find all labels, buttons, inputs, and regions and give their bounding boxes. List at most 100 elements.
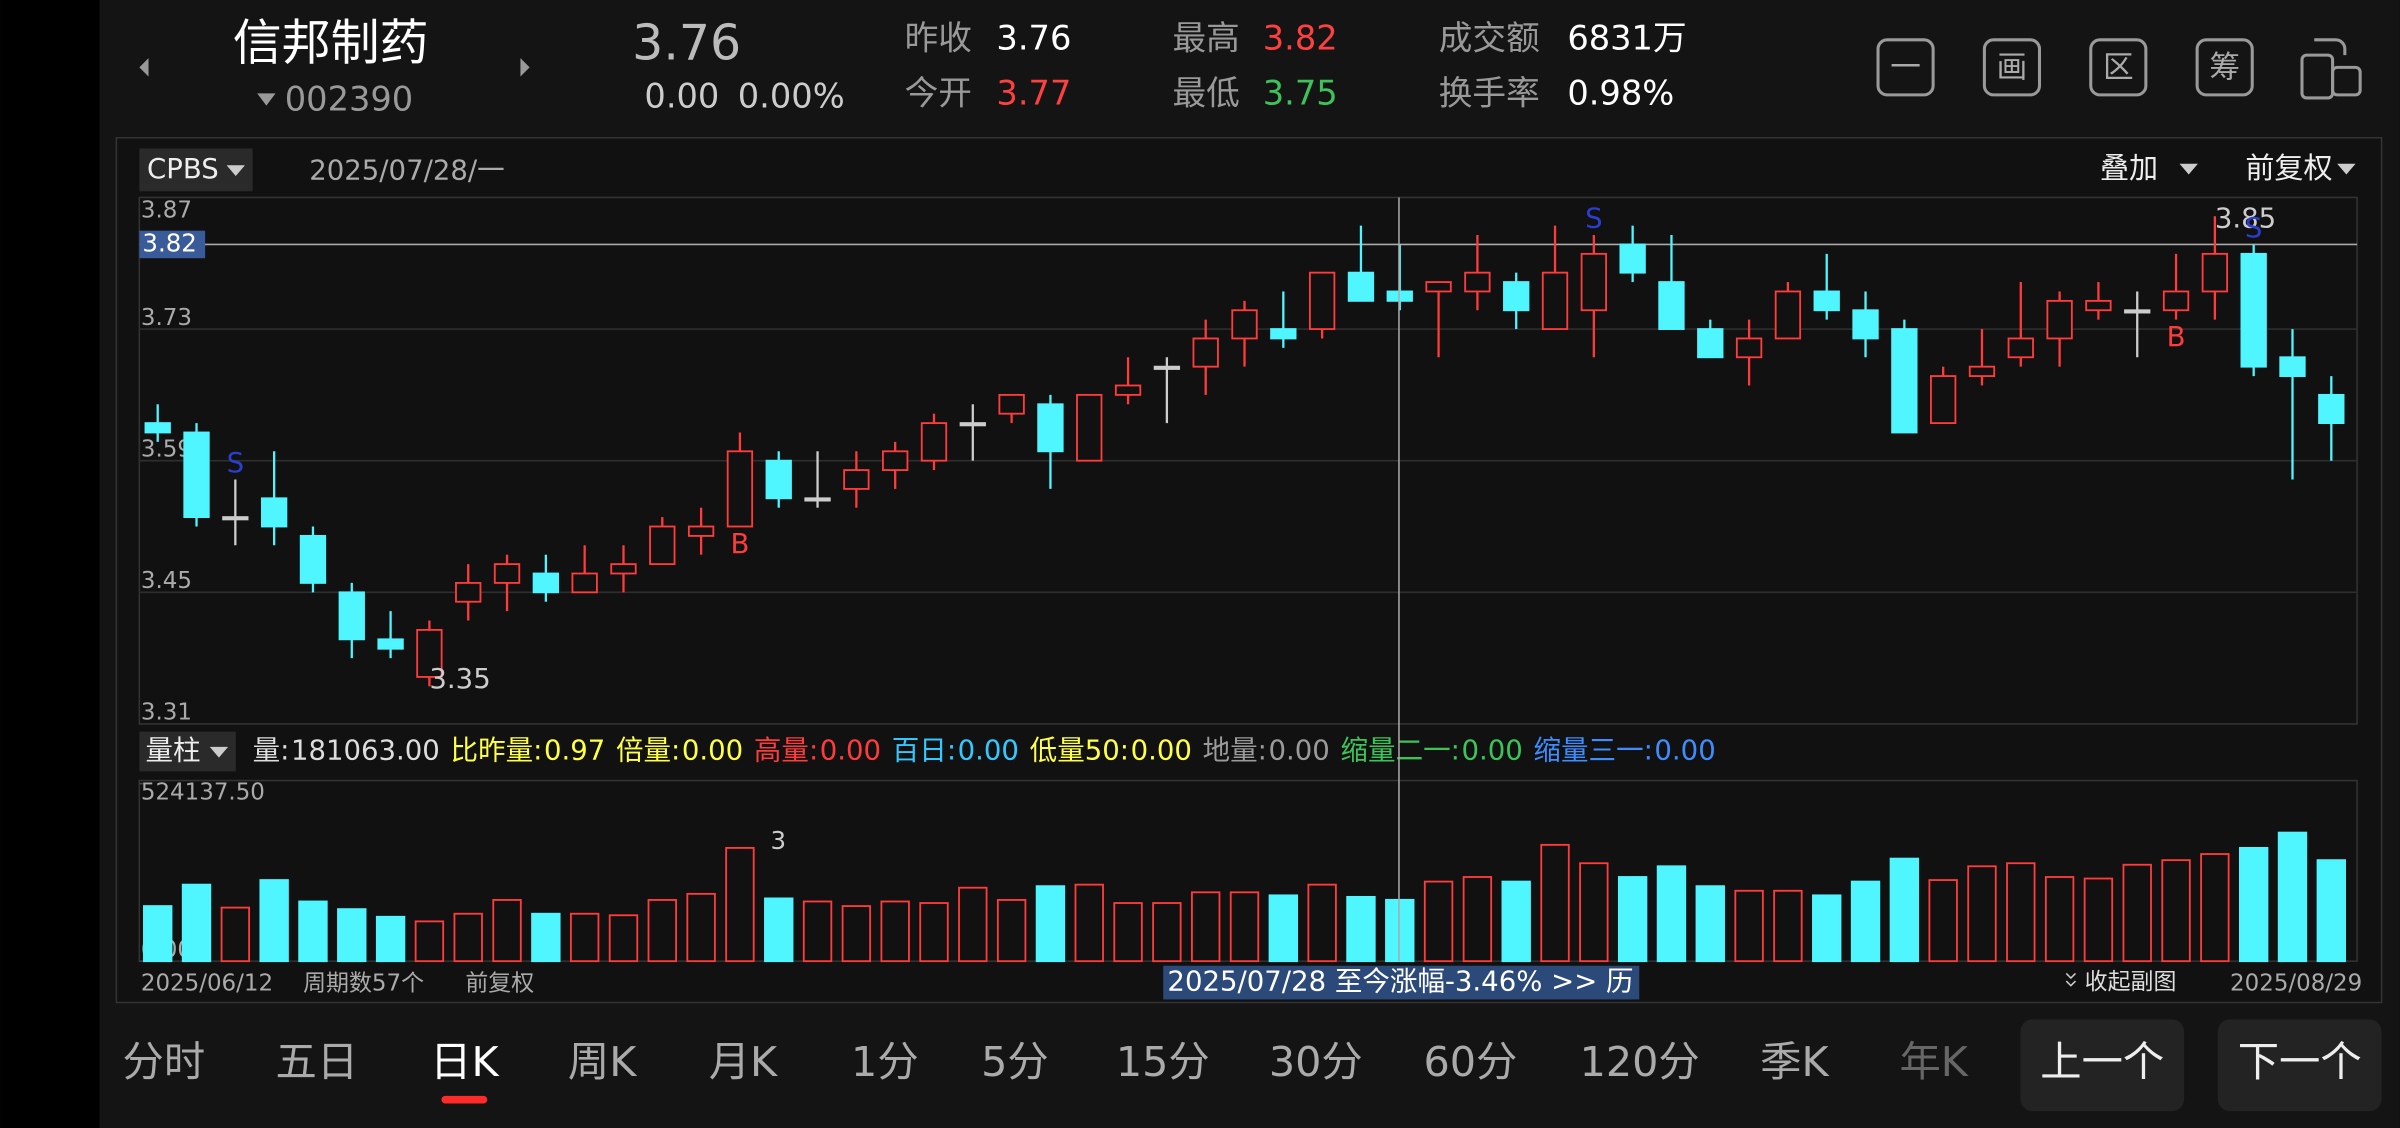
candle-body xyxy=(1308,271,1336,330)
icon-button[interactable] xyxy=(2089,38,2148,97)
volume-bar xyxy=(1229,891,1260,963)
indicator-name: 量: xyxy=(253,734,290,766)
candle-body xyxy=(1386,290,1413,302)
stat-label: 最低 xyxy=(1172,73,1239,112)
candle-body xyxy=(649,525,676,566)
volume-bar xyxy=(1850,880,1881,963)
volume-bar xyxy=(569,912,600,963)
period-tab[interactable]: 年K xyxy=(1899,1038,1968,1086)
nav-button-label[interactable]: 下一个 xyxy=(2238,1038,2362,1086)
candle-body xyxy=(2085,299,2112,312)
candle-body xyxy=(1037,403,1064,453)
period-tab[interactable]: 1分 xyxy=(851,1038,919,1086)
candle-body xyxy=(2240,252,2267,368)
icon-label[interactable]: 筹 xyxy=(2209,50,2240,85)
range-box[interactable] xyxy=(1163,965,1640,1000)
volume-bar xyxy=(880,900,910,963)
candle-body xyxy=(299,534,327,584)
overlay[interactable]: 叠加 xyxy=(2100,151,2158,185)
stat-label: 昨收 xyxy=(905,18,972,57)
indicator-value: 0.00 xyxy=(1461,734,1522,766)
stat-value: 3.82 xyxy=(1263,18,1338,57)
candle-body xyxy=(2279,356,2306,377)
period-tab[interactable]: 日K xyxy=(430,1038,499,1086)
stat-label: 最高 xyxy=(1172,18,1239,57)
candle-body xyxy=(804,497,831,502)
candle-body xyxy=(1697,328,1724,359)
candle-body xyxy=(920,422,948,462)
volume-bar xyxy=(2277,831,2308,963)
period-tab[interactable]: 月K xyxy=(709,1038,778,1086)
period-tab[interactable]: 30分 xyxy=(1269,1038,1363,1086)
volume-bar xyxy=(220,906,251,963)
candle-body xyxy=(1580,252,1607,312)
period-tab[interactable]: 分时 xyxy=(123,1038,206,1086)
period-tabs: 分时 五日 日K 周K 月K 1分 5分 15分 30分 60分 120分 季K 年K xyxy=(123,1038,1969,1104)
collapse[interactable]: 收起副图 xyxy=(2085,969,2177,995)
collapse-icon xyxy=(2065,972,2077,987)
indicator-name: 百日: xyxy=(892,734,956,766)
volume-bar xyxy=(725,846,755,963)
candle-body xyxy=(1658,281,1685,330)
candle-body xyxy=(1153,365,1181,370)
y-tick-label: 3.45 xyxy=(141,568,192,594)
volume-bar xyxy=(2316,859,2346,963)
period-tab[interactable]: 季K xyxy=(1760,1038,1829,1086)
phone-icon[interactable] xyxy=(2300,38,2362,100)
signal: B xyxy=(730,528,749,560)
period-tab[interactable]: 120分 xyxy=(1580,1038,1700,1086)
candle-body xyxy=(493,563,521,584)
code-dropdown[interactable] xyxy=(257,93,276,106)
period-tab[interactable]: 60分 xyxy=(1423,1038,1517,1086)
footer-adjust: 前复权 xyxy=(465,971,534,997)
indicator-name[interactable]: CPBS xyxy=(147,153,219,185)
adjust[interactable]: 前复权 xyxy=(2245,151,2332,185)
icon-label[interactable]: 一 xyxy=(1890,50,1921,85)
volume-bar xyxy=(919,902,949,963)
period-tab[interactable]: 15分 xyxy=(1116,1038,1210,1086)
candle-body xyxy=(1076,393,1103,462)
icon-button[interactable] xyxy=(2195,38,2254,97)
extreme-label: 3.85 xyxy=(2215,202,2276,234)
tab-underline xyxy=(441,1095,488,1104)
dropdown-arrow xyxy=(2179,163,2198,175)
volume-bar xyxy=(1152,902,1182,963)
icon-label[interactable]: 区 xyxy=(2103,50,2134,85)
nav-button[interactable] xyxy=(2217,1019,2382,1112)
range-change[interactable]: 2025/07/28 至今涨幅-3.46% >> 历 xyxy=(1167,966,1633,998)
candle-body xyxy=(1541,271,1569,330)
volume-bar xyxy=(2161,859,2191,963)
nav-button-label[interactable]: 上一个 xyxy=(2040,1038,2164,1086)
extreme-label: 3.35 xyxy=(429,663,490,695)
cursor-date: 2025/07/28/一 xyxy=(309,154,505,186)
volume-bar xyxy=(181,883,212,963)
signal: S xyxy=(227,447,244,479)
period-tab[interactable]: 周K xyxy=(568,1038,637,1086)
icon-button[interactable] xyxy=(1982,38,2042,97)
volume-bar xyxy=(1268,894,1299,963)
nav-button[interactable] xyxy=(2020,1019,2185,1112)
period-tab[interactable]: 五日 xyxy=(276,1038,359,1086)
volume-bar xyxy=(414,920,445,963)
periods: 周期数57个 xyxy=(303,971,424,997)
change: 0.00 xyxy=(644,76,719,115)
prev-stock-arrow[interactable] xyxy=(139,58,149,77)
volume-selector-label[interactable]: 量柱 xyxy=(145,734,200,766)
icon-button[interactable] xyxy=(1876,38,1935,97)
volume-bar xyxy=(1656,865,1687,963)
stat-value: 0.98% xyxy=(1567,73,1674,112)
volume-bar xyxy=(764,897,794,963)
volume-bar xyxy=(841,905,872,963)
candle-body xyxy=(416,629,443,678)
next-stock-arrow[interactable] xyxy=(520,58,530,77)
period-tab[interactable]: 5分 xyxy=(981,1038,1049,1086)
stock-code: 002390 xyxy=(285,80,413,119)
candle-body xyxy=(998,393,1025,415)
volume-bar xyxy=(2238,846,2269,963)
candle-body xyxy=(1270,328,1297,340)
icon-label[interactable]: 画 xyxy=(1997,50,2028,85)
indicator-value: 0.00 xyxy=(1131,734,1192,766)
indicator-value: 0.97 xyxy=(544,734,605,766)
